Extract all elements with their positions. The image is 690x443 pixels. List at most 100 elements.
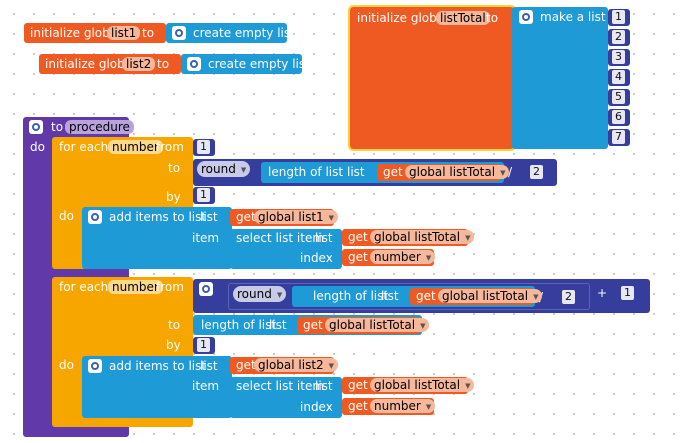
gear-icon[interactable] [187,57,201,71]
get-label: get [416,289,436,303]
get-label: get [236,210,256,224]
list-label: list [200,210,218,224]
from-number-block[interactable]: 1 [193,139,215,156]
select-list-item-label: select list item [236,231,325,245]
add-items-label: add items to list [109,210,207,224]
create-empty-list-block[interactable]: create empty list [166,23,295,43]
get-label: get [348,250,368,264]
gear-icon[interactable] [88,210,102,224]
for-each-label: for each [59,280,109,294]
to-label: to [51,120,64,134]
loop-var-number[interactable]: number [108,280,163,294]
init-global-label: initialize global [45,57,136,71]
get-label: get [348,378,368,392]
init-global-list2-block[interactable]: initialize global list2 to [39,54,181,74]
gear-icon[interactable] [88,359,102,373]
procedure-name[interactable]: procedure [65,120,134,134]
list-item-number[interactable]: 6 [608,109,630,126]
select-list-item-label: select list item [236,379,325,393]
list-item-number[interactable]: 3 [608,49,630,66]
list-label: list [200,359,218,373]
to-label: to [486,11,499,25]
get-number-block[interactable]: get number ▼ [342,398,436,415]
list-label: list [315,231,333,245]
gear-icon[interactable] [519,10,533,24]
from-label: from [156,280,184,294]
divide-label: / [508,165,513,179]
length-of-list-label: length of list [201,318,277,332]
get-dropdown[interactable]: number ▼ [370,250,436,264]
length-of-list-label: length of list [313,289,389,303]
plus-number[interactable]: 1 [621,286,634,300]
get-label: get [348,230,368,244]
get-list1-block[interactable]: get global list1 ▼ [230,209,339,226]
get-label: get [236,358,256,372]
create-empty-list-label: create empty list [193,26,295,40]
init-global-label: initialize global [357,11,448,25]
make-a-list-block[interactable]: make a list [512,7,608,149]
length-of-list-label: length of list [268,165,344,179]
select-list-item-block[interactable]: select list item list index [230,377,342,418]
add-items-to-list-block-1[interactable]: add items to list item list [82,207,232,269]
get-dropdown[interactable]: global listTotal ▼ [370,230,475,244]
get-dropdown[interactable]: number ▼ [370,399,436,413]
index-label: index [300,251,333,265]
select-list-item-block[interactable]: select list item list index [230,229,342,269]
get-dropdown[interactable]: global list2 ▼ [254,358,339,372]
to-label: to [142,26,155,40]
list-item-number[interactable]: 4 [608,69,630,86]
to-label: to [168,318,181,332]
index-label: index [300,400,333,414]
divisor-number[interactable]: 2 [562,290,575,304]
global-name-list2[interactable]: list2 [122,57,156,71]
make-a-list-label: make a list [540,10,606,24]
init-global-listTotal-block[interactable]: initialize global listTotal to [348,5,516,151]
list-item-number[interactable]: 5 [608,89,630,106]
get-dropdown[interactable]: global listTotal ▼ [405,165,510,179]
global-name-listTotal[interactable]: listTotal [436,11,490,25]
list-label: list [315,379,333,393]
get-dropdown[interactable]: global listTotal ▼ [370,378,475,392]
list-label: list [347,165,365,179]
list-label: list [269,318,287,332]
get-block[interactable]: get global listTotal ▼ [297,317,430,334]
gear-icon[interactable] [199,282,213,296]
get-label: get [383,165,403,179]
global-name-list1[interactable]: list1 [107,26,141,40]
get-block[interactable]: get global listTotal ▼ [377,164,510,181]
get-label: get [303,318,323,332]
for-each-label: for each [59,140,109,154]
get-dropdown[interactable]: global listTotal ▼ [325,318,430,332]
get-dropdown[interactable]: global list1 ▼ [254,210,339,224]
get-listTotal-block[interactable]: get global listTotal ▼ [342,377,475,394]
by-number-block[interactable]: 1 [193,337,215,354]
init-global-list1-block[interactable]: initialize global list1 to [24,23,166,43]
get-block[interactable]: get global listTotal ▼ [410,288,543,305]
add-items-to-list-block-2[interactable]: add items to list list item [82,356,232,418]
gear-icon[interactable] [29,120,43,134]
list-item-number[interactable]: 7 [608,129,630,146]
list-label: list [381,289,399,303]
get-list2-block[interactable]: get global list2 ▼ [230,357,339,374]
item-label: item [192,231,220,245]
do-label: do [59,209,74,223]
do-label: do [59,358,74,372]
get-label: get [348,399,368,413]
item-label: item [192,379,220,393]
list-item-number[interactable]: 1 [608,9,630,26]
create-empty-list-label: create empty list [208,57,310,71]
round-dropdown[interactable]: round ▼ [197,161,251,177]
list-item-number[interactable]: 2 [608,29,630,46]
get-listTotal-block[interactable]: get global listTotal ▼ [342,229,475,246]
gear-icon[interactable] [172,26,186,40]
by-number-block[interactable]: 1 [193,187,215,204]
do-label: do [30,140,45,154]
loop-var-number[interactable]: number [108,140,163,154]
to-label: to [168,161,181,175]
round-dropdown[interactable]: round ▼ [233,286,287,302]
divisor-number[interactable]: 2 [530,165,543,179]
get-dropdown[interactable]: global listTotal ▼ [438,289,543,303]
create-empty-list-block[interactable]: create empty list [181,54,310,74]
plus-label: + [597,286,608,300]
get-number-block[interactable]: get number ▼ [342,249,436,266]
